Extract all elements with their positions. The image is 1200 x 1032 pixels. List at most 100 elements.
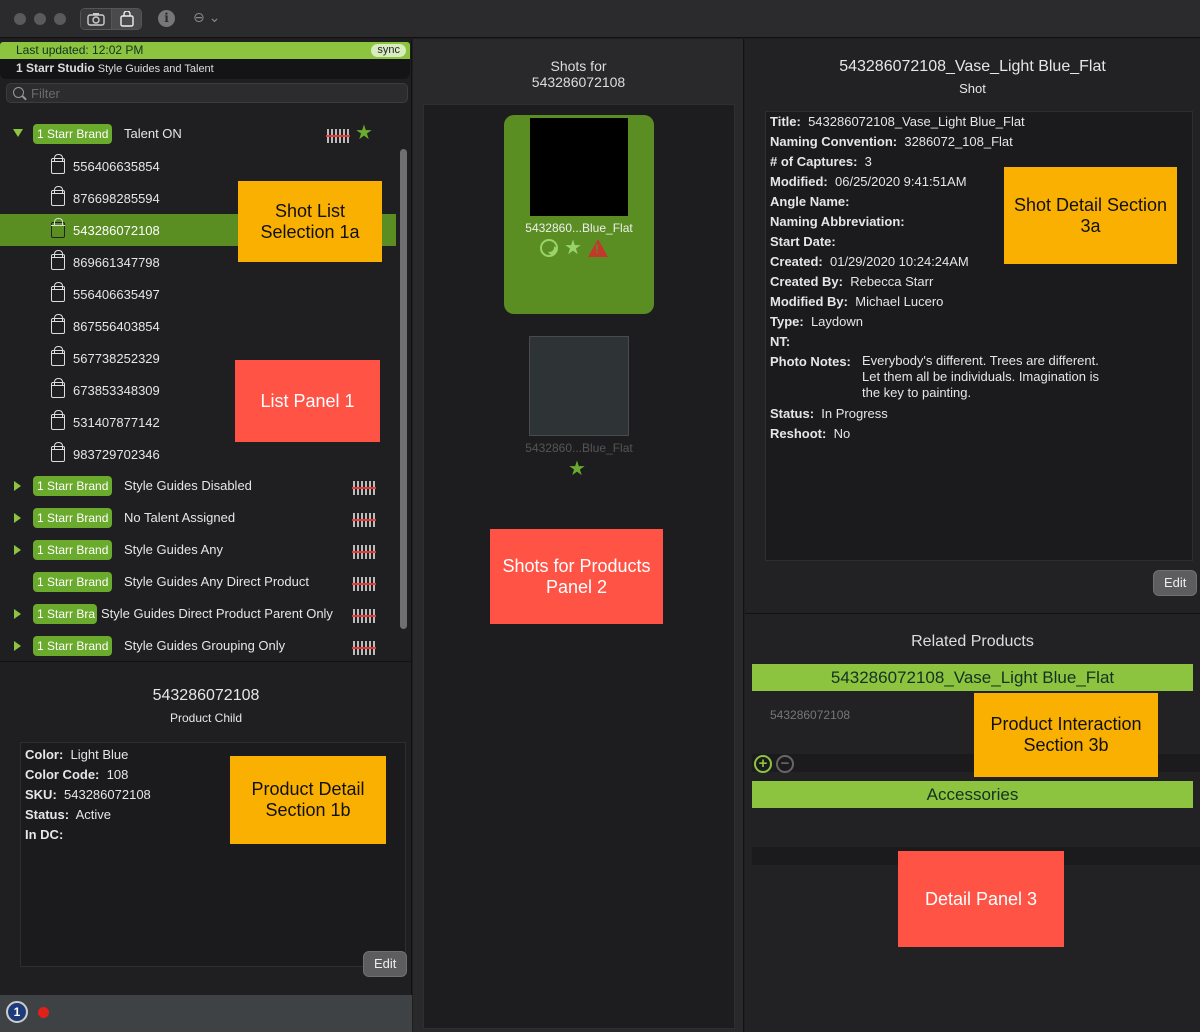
shot-detail-row: Naming Abbreviation: xyxy=(770,214,905,229)
barcode-icon xyxy=(352,609,376,623)
annotation-list-panel: List Panel 1 xyxy=(235,360,380,442)
list-item[interactable]: 876698285594 xyxy=(0,182,396,214)
detail-row: In DC: xyxy=(25,827,64,842)
group-label: Style Guides Any xyxy=(124,542,223,557)
brand-badge: 1 Starr Brand xyxy=(33,540,113,560)
camera-icon[interactable] xyxy=(81,9,111,29)
item-label: 876698285594 xyxy=(73,191,160,206)
item-label: 673853348309 xyxy=(73,383,160,398)
tree-group-row[interactable]: 1 Starr Brand Talent ON ★ xyxy=(0,118,396,150)
split-divider[interactable] xyxy=(0,661,412,662)
product-detail-title: 543286072108 xyxy=(152,687,260,704)
detail-row: Status: Active xyxy=(25,807,111,822)
filter-input[interactable] xyxy=(31,84,401,102)
tree-group-row[interactable]: 1 Starr Bra Style Guides Direct Product … xyxy=(0,598,396,630)
shots-panel-title: Shots for xyxy=(550,58,607,74)
record-indicator-icon xyxy=(38,1007,49,1018)
sync-button[interactable]: sync xyxy=(371,44,406,57)
item-label: 869661347798 xyxy=(73,255,160,270)
barcode-icon xyxy=(352,641,376,655)
brand-badge: 1 Starr Brand xyxy=(33,508,113,528)
tree-group-row[interactable]: 1 Starr Brand No Talent Assigned xyxy=(0,502,396,534)
list-item[interactable]: 531407877142 xyxy=(0,406,396,438)
disclosure-triangle-icon[interactable] xyxy=(14,609,21,619)
list-item[interactable]: 556406635497 xyxy=(0,278,396,310)
more-actions-icon[interactable]: ⊖ ⌄ xyxy=(193,9,221,25)
tree-group-row[interactable]: 1 Starr Brand Style Guides Grouping Only xyxy=(0,630,396,662)
list-item[interactable]: 673853348309 xyxy=(0,374,396,406)
remove-product-button[interactable]: − xyxy=(776,755,794,773)
disclosure-triangle-icon[interactable] xyxy=(14,545,21,555)
info-icon[interactable]: i xyxy=(158,10,175,27)
last-updated-bar: Last updated: 12:02 PM sync xyxy=(0,42,410,59)
group-label: Style Guides Any Direct Product xyxy=(124,574,309,589)
shot-detail-row: Angle Name: xyxy=(770,194,850,209)
tree-group-row[interactable]: 1 Starr Brand Style Guides Any Direct Pr… xyxy=(0,566,396,598)
detail-row: Color: Light Blue xyxy=(25,747,129,762)
search-icon xyxy=(13,87,24,98)
shot-detail-row: Title: 543286072108_Vase_Light Blue_Flat xyxy=(770,114,1025,129)
list-item[interactable]: 867556403854 xyxy=(0,310,396,342)
disclosure-triangle-icon[interactable] xyxy=(14,641,21,651)
app-status-icon[interactable]: 1 xyxy=(6,1001,28,1023)
related-product-sku[interactable]: 543286072108 xyxy=(770,708,851,722)
annotation-detail-panel: Detail Panel 3 xyxy=(898,851,1064,947)
filter-field[interactable] xyxy=(6,83,408,103)
zoom-window-button[interactable] xyxy=(54,13,66,25)
list-panel: Last updated: 12:02 PM sync 1 Starr Stud… xyxy=(0,39,412,1032)
item-label: 531407877142 xyxy=(73,415,160,430)
list-item[interactable]: 983729702346 xyxy=(0,438,396,470)
studio-name: 1 Starr Studio xyxy=(16,61,95,75)
star-icon: ★ xyxy=(568,458,586,480)
item-label: 543286072108 xyxy=(73,223,160,238)
shot-detail-row: Created By: Rebecca Starr xyxy=(770,274,934,289)
photo-notes-text: Everybody's different. Trees are differe… xyxy=(862,353,1100,400)
list-item[interactable]: 556406635854 xyxy=(0,150,396,182)
item-label: 867556403854 xyxy=(73,319,160,334)
status-bar: 1 xyxy=(0,995,412,1032)
annotation-product-detail: Product Detail Section 1b xyxy=(230,756,386,844)
star-icon[interactable]: ★ xyxy=(355,122,373,144)
shot-detail-title: 543286072108_Vase_Light Blue_Flat xyxy=(839,58,1106,75)
related-products-title: Related Products xyxy=(911,633,1034,650)
bag-icon xyxy=(50,378,65,398)
disclosure-triangle-icon[interactable] xyxy=(14,481,21,491)
shot-detail-row: NT: xyxy=(770,334,791,349)
bag-icon xyxy=(50,410,65,430)
shot-edit-button[interactable]: Edit xyxy=(1153,570,1198,596)
related-product-header[interactable]: 543286072108_Vase_Light Blue_Flat xyxy=(752,664,1193,691)
product-edit-button[interactable]: Edit xyxy=(363,951,408,977)
view-segmented-control xyxy=(80,8,142,30)
list-item[interactable]: 869661347798 xyxy=(0,246,396,278)
last-updated-text: Last updated: 12:02 PM xyxy=(16,43,144,57)
group-label: Style Guides Disabled xyxy=(124,478,252,493)
bag-icon xyxy=(50,442,65,462)
shot-detail-row: Naming Convention: 3286072_108_Flat xyxy=(770,134,1013,149)
bag-icon xyxy=(50,282,65,302)
accessories-header[interactable]: Accessories xyxy=(752,781,1193,808)
disclosure-triangle-icon[interactable] xyxy=(13,129,23,137)
add-product-button[interactable]: + xyxy=(754,755,772,773)
bag-icon[interactable] xyxy=(111,9,141,29)
tree-group-row[interactable]: 1 Starr Brand Style Guides Disabled xyxy=(0,470,396,502)
disclosure-triangle-icon[interactable] xyxy=(14,513,21,523)
barcode-icon xyxy=(352,577,376,591)
close-window-button[interactable] xyxy=(14,13,26,25)
barcode-icon xyxy=(352,481,376,495)
split-divider[interactable] xyxy=(745,613,1200,614)
shot-thumbnail[interactable] xyxy=(529,336,629,436)
list-scrollbar[interactable] xyxy=(400,149,407,629)
minimize-window-button[interactable] xyxy=(34,13,46,25)
shot-detail-row: Reshoot: No xyxy=(770,426,851,441)
group-label: Talent ON xyxy=(124,126,182,141)
shot-caption: 5432860...Blue_Flat xyxy=(525,441,633,455)
item-label: 983729702346 xyxy=(73,447,160,462)
tree-group-row[interactable]: 1 Starr Brand Style Guides Any xyxy=(0,534,396,566)
bag-icon xyxy=(50,346,65,366)
shot-detail-row: Modified By: Michael Lucero xyxy=(770,294,944,309)
bag-icon xyxy=(50,186,65,206)
shot-card-selected[interactable]: 5432860...Blue_Flat ★ xyxy=(504,115,654,314)
shot-detail-row: Status: In Progress xyxy=(770,406,888,421)
list-item[interactable]: 567738252329 xyxy=(0,342,396,374)
item-label: 567738252329 xyxy=(73,351,160,366)
